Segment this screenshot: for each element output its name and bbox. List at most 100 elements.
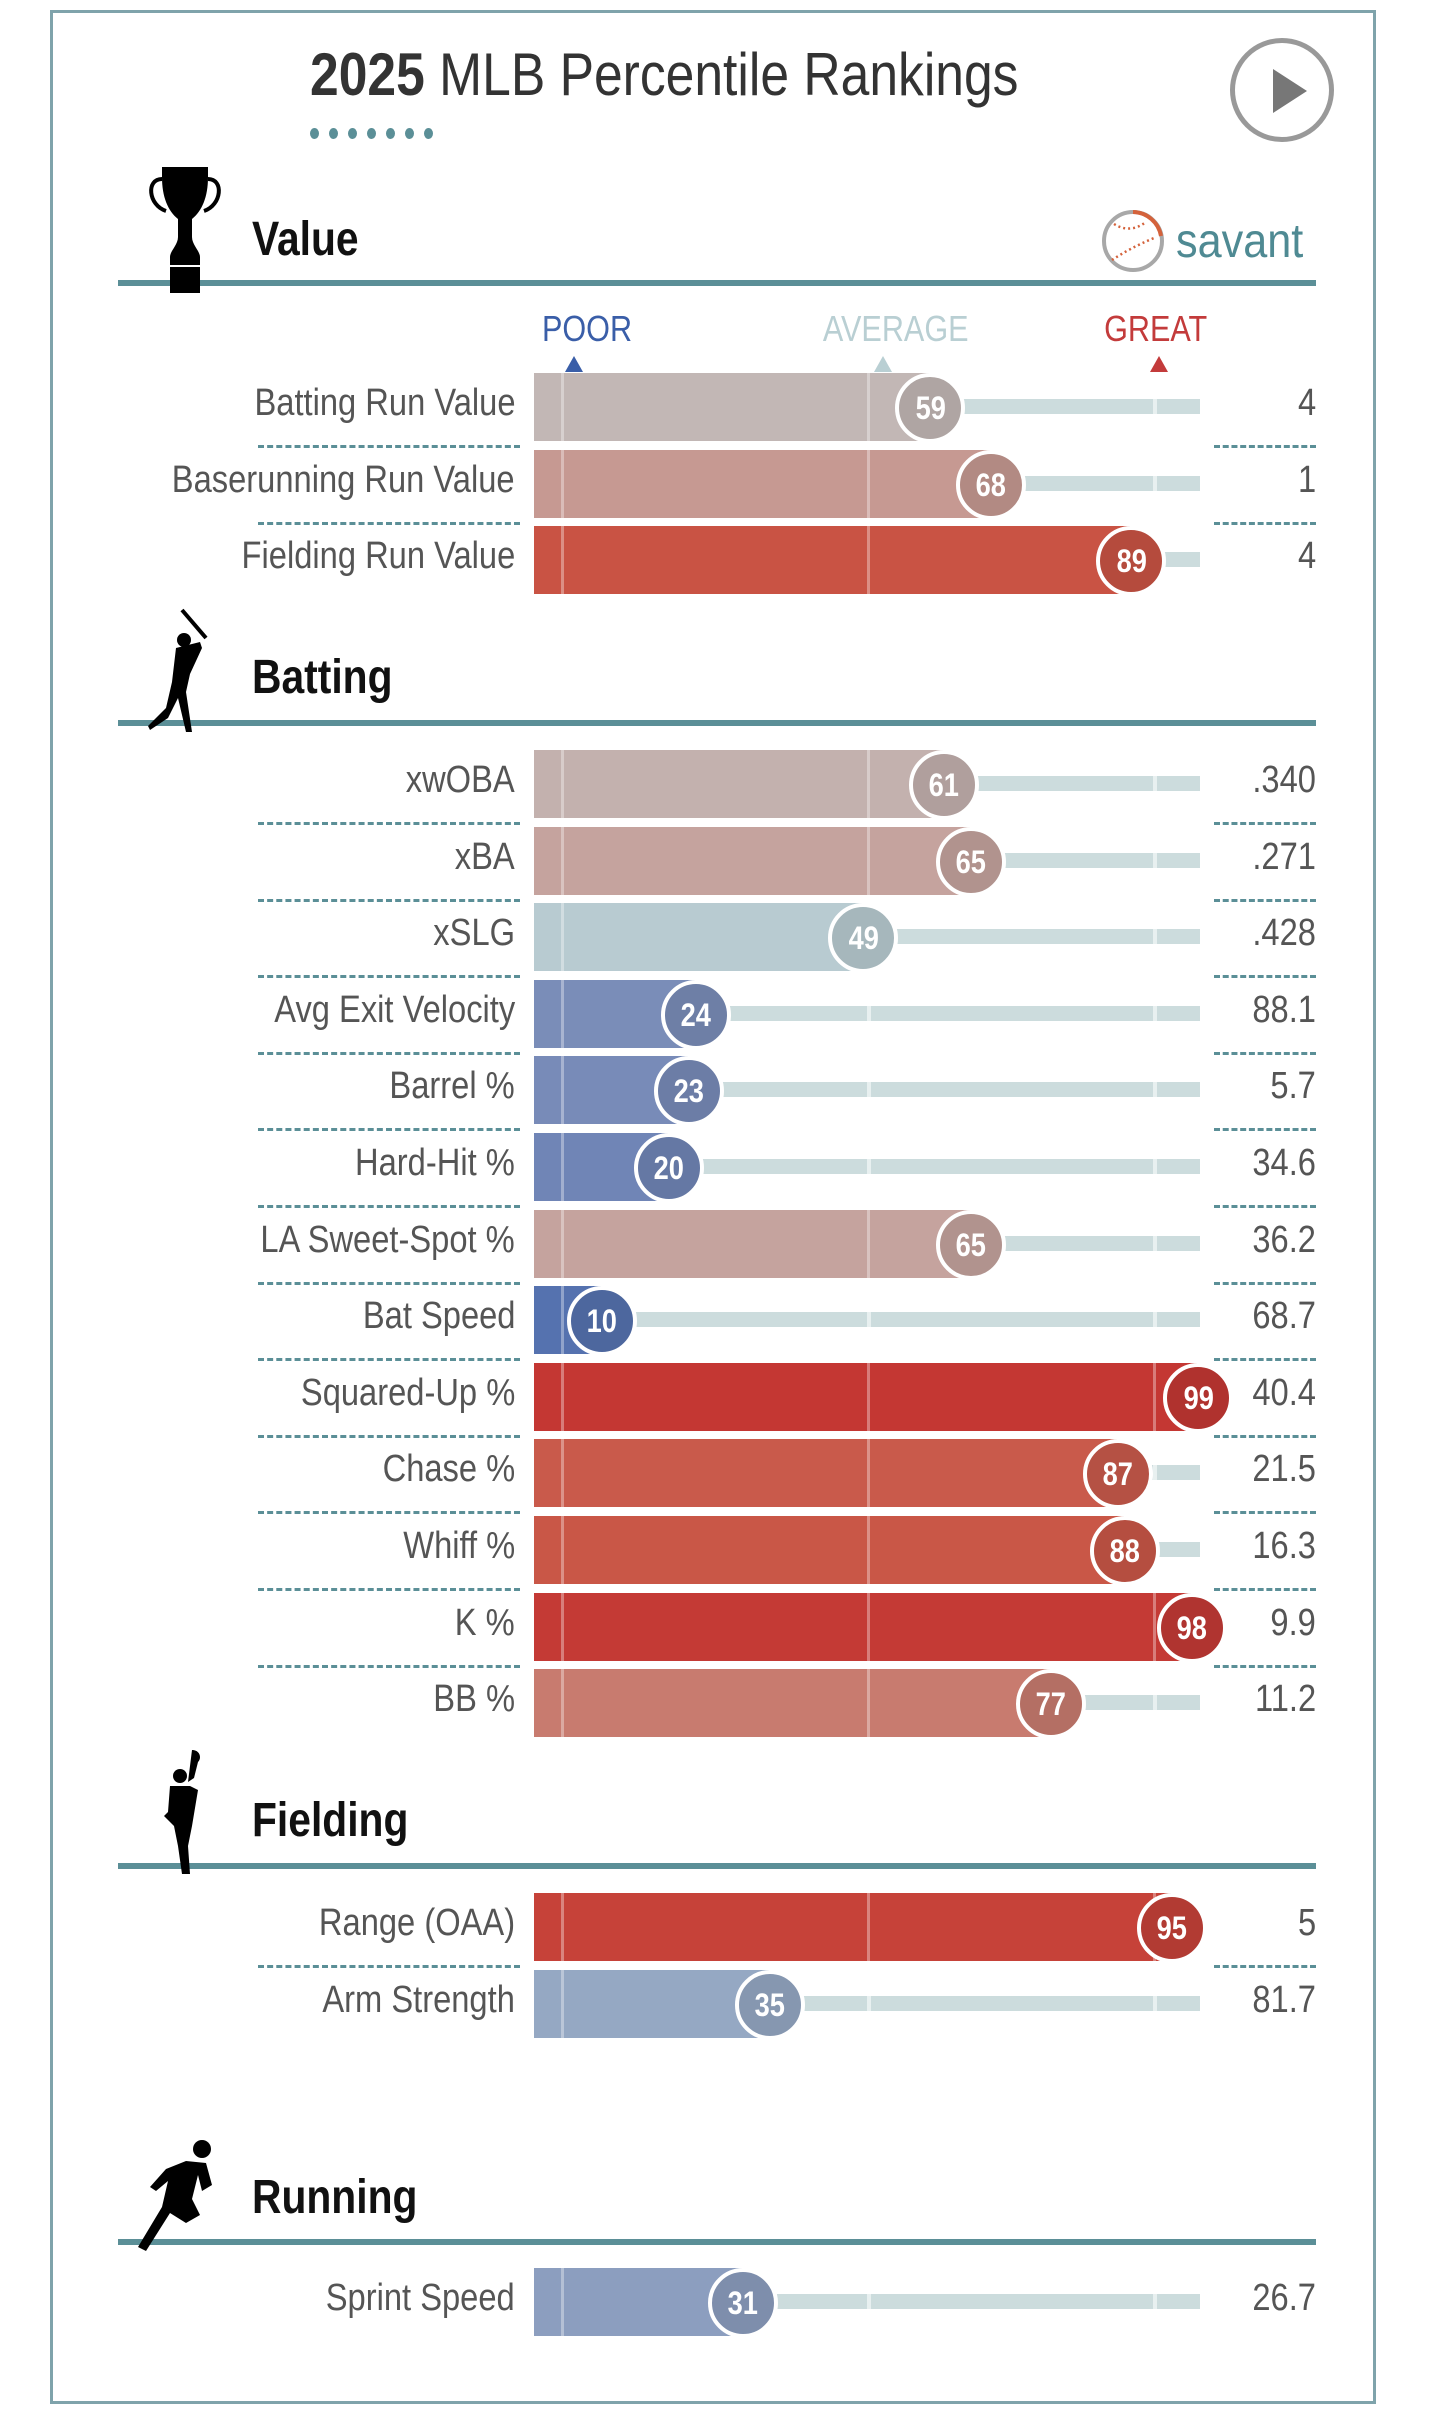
bar-gridline bbox=[560, 1969, 564, 2038]
metric-row[interactable]: Barrel % 23 5.7 bbox=[0, 1053, 1440, 1129]
percentile-value: 95 bbox=[1156, 1910, 1187, 1946]
metric-label: Whiff % bbox=[403, 1525, 515, 1567]
row-separator bbox=[258, 1128, 520, 1132]
metric-row[interactable]: Fielding Run Value 89 4 bbox=[0, 523, 1440, 599]
row-separator bbox=[258, 822, 520, 825]
row-separator bbox=[1214, 1358, 1316, 1362]
metric-row[interactable]: Squared-Up % 99 40.4 bbox=[0, 1360, 1440, 1436]
row-separator bbox=[1214, 1434, 1316, 1438]
track-tick bbox=[867, 1082, 871, 1098]
runner-icon bbox=[130, 2135, 240, 2270]
page-title: 2025 MLB Percentile Rankings bbox=[310, 41, 1019, 108]
legend-poor: POOR bbox=[541, 308, 633, 349]
metric-row[interactable]: Sprint Speed 31 26.7 bbox=[0, 2265, 1440, 2341]
bar-gridline bbox=[560, 2268, 564, 2336]
track-tick bbox=[1153, 776, 1158, 791]
percentile-value: 89 bbox=[1116, 543, 1147, 580]
metric-stat: 4 bbox=[1297, 535, 1316, 578]
percentile-bar bbox=[534, 526, 1131, 595]
bar-gridline bbox=[560, 1669, 564, 1738]
percentile-value: 65 bbox=[955, 1226, 986, 1263]
metric-row[interactable]: xSLG 49 .428 bbox=[0, 900, 1440, 976]
percentile-value: 98 bbox=[1176, 1609, 1207, 1646]
metric-stat: 21.5 bbox=[1252, 1448, 1316, 1491]
section-title-fielding: Fielding bbox=[252, 1794, 409, 1847]
percentile-value: 23 bbox=[673, 1073, 705, 1110]
percentile-value: 20 bbox=[653, 1150, 685, 1186]
metric-row[interactable]: xBA 65 .271 bbox=[0, 824, 1440, 900]
bar-gridline bbox=[867, 526, 870, 595]
percentile-bubble: 20 bbox=[634, 1133, 704, 1203]
section-divider bbox=[118, 2239, 1316, 2245]
bar-gridline bbox=[867, 1209, 870, 1278]
metric-stat: 36.2 bbox=[1252, 1218, 1316, 1261]
play-button[interactable] bbox=[1230, 38, 1334, 142]
metric-label: xBA bbox=[455, 835, 515, 878]
bar-gridline bbox=[560, 526, 564, 595]
bar-gridline bbox=[560, 1286, 564, 1355]
section-divider bbox=[118, 1863, 1316, 1869]
bar-gridline bbox=[560, 903, 564, 972]
percentile-bubble: 31 bbox=[707, 2268, 778, 2338]
percentile-value: 65 bbox=[955, 843, 986, 880]
row-separator bbox=[258, 1511, 520, 1515]
row-separator bbox=[258, 898, 520, 902]
bar-gridline bbox=[1153, 1592, 1157, 1661]
metric-stat: 81.7 bbox=[1252, 1978, 1316, 2021]
metric-row[interactable]: Range (OAA) 95 5 bbox=[0, 1890, 1440, 1966]
metric-stat: 11.2 bbox=[1254, 1678, 1316, 1721]
row-separator bbox=[258, 1281, 520, 1285]
row-separator bbox=[1214, 898, 1316, 902]
bar-gridline bbox=[560, 750, 564, 818]
savant-logo: savant bbox=[1100, 208, 1317, 274]
metric-row[interactable]: xwOBA 61 .340 bbox=[0, 747, 1440, 823]
percentile-bubble: 95 bbox=[1136, 1893, 1207, 1963]
metric-stat: 4 bbox=[1297, 382, 1316, 424]
row-separator bbox=[1214, 1205, 1316, 1208]
metric-row[interactable]: K % 98 9.9 bbox=[0, 1590, 1440, 1666]
batter-icon bbox=[140, 608, 230, 743]
metric-row[interactable]: Hard-Hit % 20 34.6 bbox=[0, 1130, 1440, 1206]
percentile-bubble: 89 bbox=[1096, 526, 1167, 597]
metric-label: K % bbox=[455, 1601, 515, 1644]
metric-row[interactable]: Baserunning Run Value 68 1 bbox=[0, 447, 1440, 523]
metric-stat: 1 bbox=[1297, 458, 1316, 501]
percentile-bar bbox=[534, 1209, 970, 1278]
metric-stat: 68.7 bbox=[1252, 1295, 1316, 1338]
percentile-bar bbox=[534, 903, 863, 972]
row-separator bbox=[1214, 1128, 1316, 1132]
metric-row[interactable]: Bat Speed 10 68.7 bbox=[0, 1283, 1440, 1359]
metric-stat: 88.1 bbox=[1252, 988, 1316, 1031]
percentile-value: 61 bbox=[928, 767, 959, 803]
metric-row[interactable]: Chase % 87 21.5 bbox=[0, 1436, 1440, 1512]
bar-gridline bbox=[560, 979, 564, 1048]
metric-row[interactable]: LA Sweet-Spot % 65 36.2 bbox=[0, 1207, 1440, 1283]
metric-row[interactable]: Arm Strength 35 81.7 bbox=[0, 1967, 1440, 2043]
percentile-bar bbox=[534, 1669, 1050, 1738]
percentile-bar bbox=[534, 750, 943, 818]
row-separator bbox=[1214, 445, 1316, 448]
percentile-value: 59 bbox=[915, 390, 946, 426]
bar-gridline bbox=[560, 1516, 564, 1584]
row-separator bbox=[1214, 1281, 1316, 1285]
metric-label: Arm Strength bbox=[322, 1978, 515, 2021]
metric-label: Fielding Run Value bbox=[241, 535, 515, 578]
track-tick bbox=[1153, 1995, 1158, 2011]
metric-row[interactable]: Avg Exit Velocity 24 88.1 bbox=[0, 977, 1440, 1053]
metric-row[interactable]: Whiff % 88 16.3 bbox=[0, 1513, 1440, 1589]
metric-stat: 26.7 bbox=[1252, 2277, 1316, 2319]
metric-row[interactable]: BB % 77 11.2 bbox=[0, 1666, 1440, 1742]
percentile-bubble: 61 bbox=[908, 750, 979, 820]
percentile-value: 24 bbox=[680, 996, 711, 1033]
track-tick bbox=[1153, 2294, 1158, 2309]
bar-gridline bbox=[560, 1439, 564, 1508]
bar-gridline bbox=[560, 1056, 564, 1125]
row-separator bbox=[1214, 1965, 1316, 1968]
track-tick bbox=[1153, 475, 1158, 491]
row-separator bbox=[258, 975, 520, 979]
bar-gridline bbox=[560, 1893, 564, 1961]
card-frame bbox=[50, 10, 1376, 2404]
percentile-bubble: 87 bbox=[1082, 1439, 1153, 1510]
legend-average: AVERAGE bbox=[822, 308, 969, 349]
metric-row[interactable]: Batting Run Value 59 4 bbox=[0, 370, 1440, 446]
